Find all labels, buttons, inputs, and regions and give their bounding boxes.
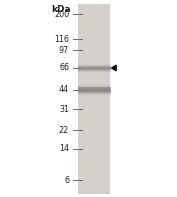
Bar xyxy=(78,66,110,70)
Text: 66: 66 xyxy=(59,63,69,72)
Text: 44: 44 xyxy=(59,85,69,94)
Text: 97: 97 xyxy=(59,46,69,55)
Bar xyxy=(78,87,110,92)
Text: 200: 200 xyxy=(54,10,69,19)
Text: 116: 116 xyxy=(54,35,69,44)
Polygon shape xyxy=(112,65,116,71)
Text: 14: 14 xyxy=(59,144,69,153)
Text: kDa: kDa xyxy=(51,5,71,14)
Bar xyxy=(78,4,110,194)
Text: 6: 6 xyxy=(64,176,69,185)
Text: 31: 31 xyxy=(59,105,69,114)
Text: 22: 22 xyxy=(59,125,69,135)
